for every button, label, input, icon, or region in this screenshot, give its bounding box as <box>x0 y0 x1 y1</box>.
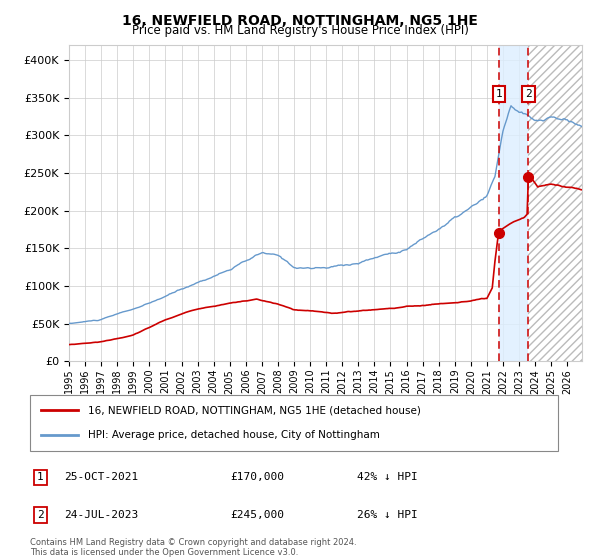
Text: Contains HM Land Registry data © Crown copyright and database right 2024.
This d: Contains HM Land Registry data © Crown c… <box>30 538 356 557</box>
Text: 1: 1 <box>496 89 502 99</box>
Text: 1: 1 <box>37 473 44 482</box>
Text: Price paid vs. HM Land Registry's House Price Index (HPI): Price paid vs. HM Land Registry's House … <box>131 24 469 37</box>
Text: £170,000: £170,000 <box>230 473 284 482</box>
Text: 42% ↓ HPI: 42% ↓ HPI <box>358 473 418 482</box>
Text: 16, NEWFIELD ROAD, NOTTINGHAM, NG5 1HE (detached house): 16, NEWFIELD ROAD, NOTTINGHAM, NG5 1HE (… <box>88 405 421 416</box>
Text: 26% ↓ HPI: 26% ↓ HPI <box>358 510 418 520</box>
FancyBboxPatch shape <box>30 395 558 451</box>
Text: 24-JUL-2023: 24-JUL-2023 <box>64 510 139 520</box>
Text: £245,000: £245,000 <box>230 510 284 520</box>
Text: 25-OCT-2021: 25-OCT-2021 <box>64 473 139 482</box>
Bar <box>529 38 583 361</box>
Text: 16, NEWFIELD ROAD, NOTTINGHAM, NG5 1HE: 16, NEWFIELD ROAD, NOTTINGHAM, NG5 1HE <box>122 14 478 28</box>
Text: 2: 2 <box>525 89 532 99</box>
Bar <box>499 45 529 361</box>
Text: 2: 2 <box>37 510 44 520</box>
Text: HPI: Average price, detached house, City of Nottingham: HPI: Average price, detached house, City… <box>88 430 380 440</box>
